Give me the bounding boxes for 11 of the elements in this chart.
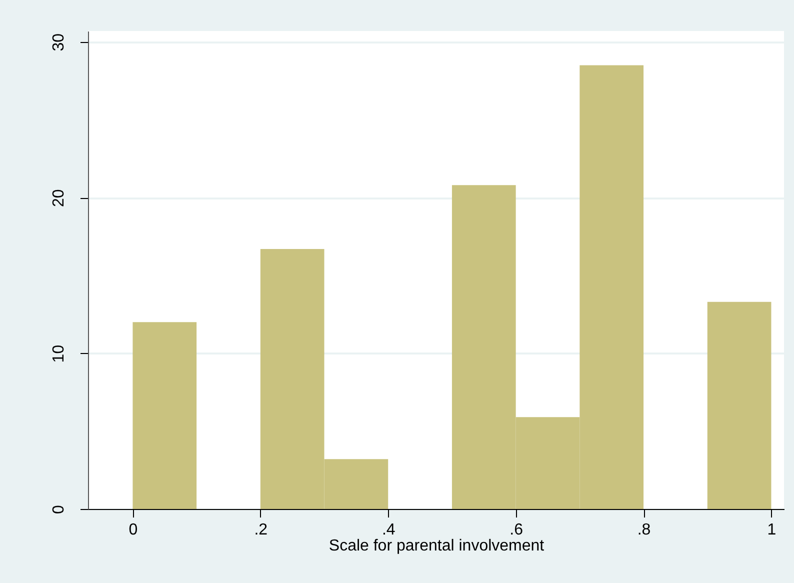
x-tick-label: .6 [510, 522, 524, 538]
y-tick-label: 30 [50, 33, 68, 52]
y-tick-label: 20 [50, 189, 68, 207]
x-tick-label: 0 [128, 522, 138, 538]
x-tick-label: .2 [254, 522, 268, 538]
x-tick-label: .4 [382, 522, 396, 538]
x-tick-label: 1 [767, 522, 776, 538]
x-tick-label: .8 [637, 522, 651, 538]
y-tick-label: 10 [50, 344, 68, 363]
y-tick-label: 0 [50, 504, 68, 514]
x-axis-title: Scale for parental involvement [328, 538, 545, 554]
